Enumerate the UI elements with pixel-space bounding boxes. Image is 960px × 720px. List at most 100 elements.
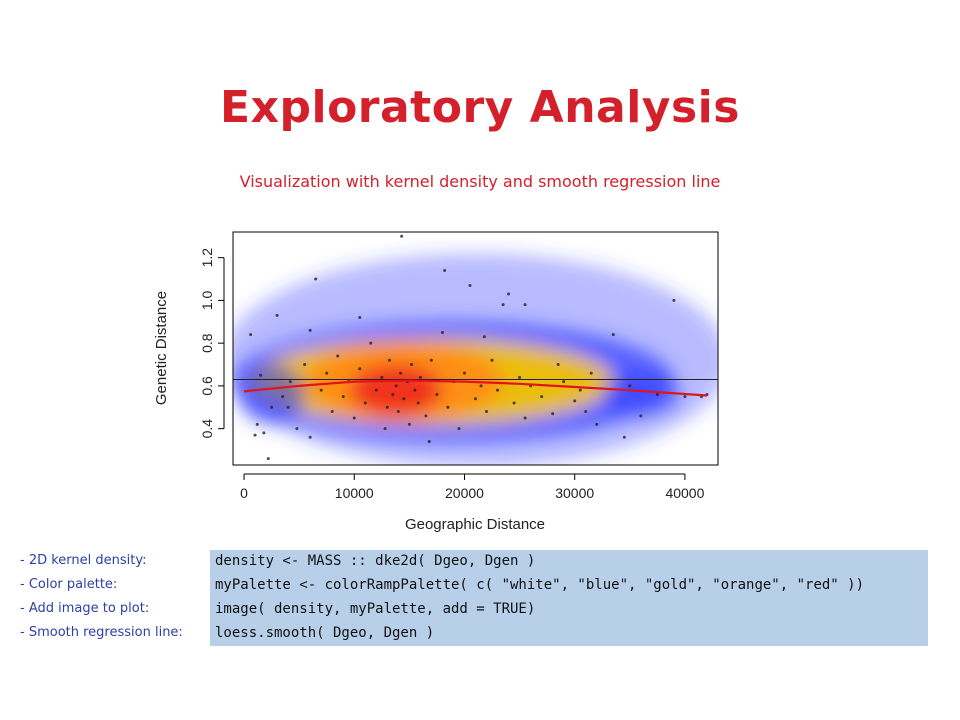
data-point: [589, 371, 593, 375]
data-point: [429, 358, 433, 362]
data-point: [369, 341, 373, 345]
code-snippet-table: - 2D kernel density: density <- MASS :: …: [20, 550, 930, 646]
data-point: [482, 335, 486, 339]
data-point: [512, 401, 516, 405]
x-tick-label: 10000: [335, 485, 374, 501]
data-point: [391, 392, 395, 396]
code-row-code: myPalette <- colorRampPalette( c( "white…: [215, 577, 865, 593]
data-point: [672, 298, 676, 302]
x-tick-label: 40000: [665, 485, 704, 501]
data-point: [416, 401, 420, 405]
x-axis-label: Geographic Distance: [405, 516, 545, 533]
data-point: [523, 416, 527, 420]
data-point: [380, 375, 384, 379]
data-point: [523, 303, 527, 307]
data-point: [501, 303, 505, 307]
data-point: [330, 410, 334, 414]
slide-subtitle: Visualization with kernel density and sm…: [239, 172, 721, 191]
data-point: [249, 333, 253, 337]
y-axis: 0.4 0.6 0.8 1.0 1.2: [199, 248, 225, 439]
code-row-code: loess.smooth( Dgeo, Dgen ): [215, 625, 435, 641]
data-point: [468, 283, 472, 287]
plot-frame: [232, 231, 719, 466]
data-point: [259, 373, 263, 377]
density-scatter-chart: 0 10000 20000 30000 40000 0.4 0.6 0.8 1.0 1.2 Ge…: [153, 231, 719, 533]
data-point: [253, 433, 257, 437]
data-point: [639, 414, 643, 418]
code-background: [210, 550, 928, 574]
data-point: [314, 277, 318, 281]
data-point: [308, 435, 312, 439]
data-point: [266, 457, 270, 461]
data-point: [295, 427, 299, 431]
data-point: [457, 427, 461, 431]
code-row: - Smooth regression line: loess.smooth( …: [20, 622, 930, 646]
code-row: - Color palette: myPalette <- colorRampP…: [20, 574, 930, 598]
data-point: [288, 380, 292, 384]
data-point: [595, 422, 599, 426]
code-background: [210, 598, 928, 622]
code-row-label: - Color palette:: [20, 577, 118, 592]
data-point: [540, 395, 544, 399]
code-row-code: density <- MASS :: dke2d( Dgeo, Dgen ): [215, 553, 536, 569]
data-point: [341, 395, 345, 399]
y-tick-label: 1.0: [199, 290, 215, 310]
data-point: [396, 410, 400, 414]
code-background: [210, 574, 928, 598]
data-point: [383, 427, 387, 431]
data-point: [352, 416, 356, 420]
data-point: [394, 384, 398, 388]
code-row-label: - Add image to plot:: [20, 601, 150, 616]
data-point: [446, 405, 450, 409]
y-tick-label: 0.6: [199, 376, 215, 396]
data-point: [584, 410, 588, 414]
data-point: [507, 292, 511, 296]
slide-title: Exploratory Analysis: [220, 82, 740, 133]
data-point: [358, 316, 362, 320]
scatter-points: [249, 234, 709, 461]
data-point: [424, 414, 428, 418]
code-row-label: - 2D kernel density:: [20, 553, 147, 568]
data-point: [262, 431, 266, 435]
data-point: [402, 397, 406, 401]
density-blob: [349, 364, 443, 416]
data-point: [622, 435, 626, 439]
data-point: [628, 384, 632, 388]
data-point: [407, 422, 411, 426]
data-point: [655, 392, 659, 396]
x-tick-label: 20000: [445, 485, 484, 501]
data-point: [336, 354, 340, 358]
data-point: [325, 371, 329, 375]
data-point: [286, 405, 290, 409]
data-point: [358, 367, 362, 371]
data-point: [474, 397, 477, 401]
data-point: [462, 371, 466, 375]
data-point: [399, 371, 403, 375]
density-blob: [238, 364, 305, 425]
data-point: [490, 358, 494, 362]
code-row-label: - Smooth regression line:: [20, 625, 183, 640]
data-point: [427, 439, 431, 443]
data-point: [275, 313, 279, 317]
loess-smooth-line: [243, 379, 708, 397]
density-blob: [602, 373, 680, 416]
data-point: [303, 363, 307, 367]
data-point: [400, 234, 404, 238]
data-point: [319, 388, 323, 392]
y-tick-label: 1.2: [199, 248, 215, 268]
data-point: [281, 395, 285, 399]
data-point: [485, 410, 489, 414]
kernel-density-image: [233, 253, 718, 465]
data-point: [683, 395, 687, 399]
code-row: - Add image to plot: image( density, myP…: [20, 598, 930, 622]
data-point: [385, 405, 389, 409]
data-point: [556, 363, 560, 367]
data-point: [518, 375, 522, 379]
data-point: [562, 380, 566, 384]
data-point: [551, 412, 555, 416]
x-axis: 0 10000 20000 30000 40000: [240, 473, 705, 501]
y-tick-label: 0.4: [199, 419, 215, 439]
data-point: [308, 328, 312, 332]
data-point: [573, 399, 577, 403]
data-point: [578, 388, 582, 392]
